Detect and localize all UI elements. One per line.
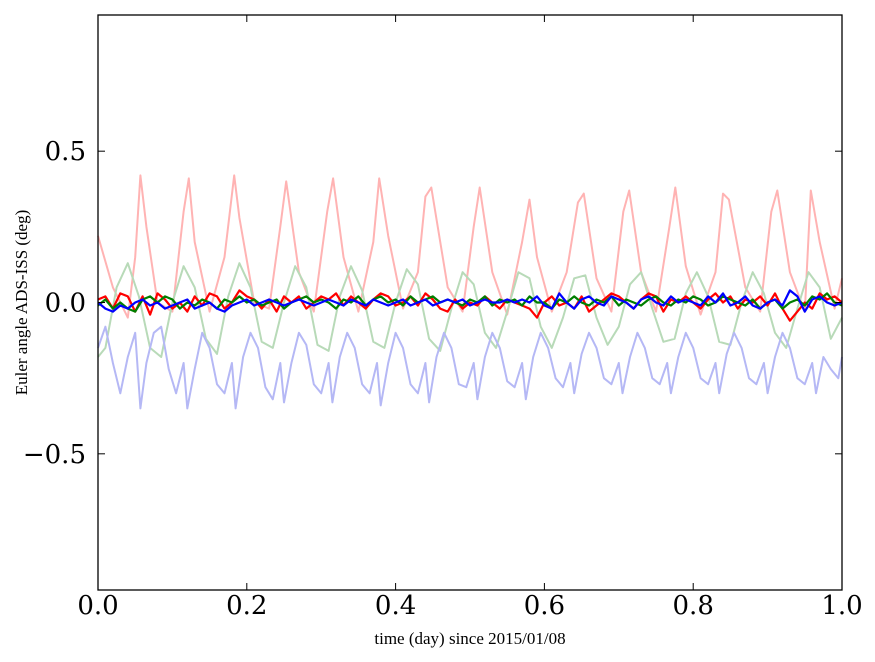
x-tick-label: 1.0 (821, 591, 862, 621)
series-line-2 (97, 262, 843, 358)
series-line-4 (97, 289, 843, 322)
x-tick-label: 0.2 (226, 591, 267, 621)
x-tick-label: 0.6 (524, 591, 565, 621)
y-tick-label: −0.5 (23, 440, 86, 470)
axis-ticks: 0.0 0.2 0.4 0.6 0.8 1.0 0.5 0.0 −0.5 (23, 15, 863, 621)
series-line-6 (97, 289, 843, 313)
x-tick-label: 0.4 (375, 591, 416, 621)
series-line-3 (97, 325, 843, 410)
y-tick-label: 0.5 (45, 137, 86, 167)
x-axis-label: time (day) since 2015/01/08 (374, 629, 565, 648)
y-tick-label: 0.0 (45, 289, 86, 319)
y-axis-label: Euler angle ADS-ISS (deg) (12, 210, 31, 396)
plot-lines (97, 174, 843, 410)
series-line-1 (97, 174, 843, 319)
x-tick-label: 0.8 (673, 591, 714, 621)
x-tick-label: 0.0 (77, 591, 118, 621)
